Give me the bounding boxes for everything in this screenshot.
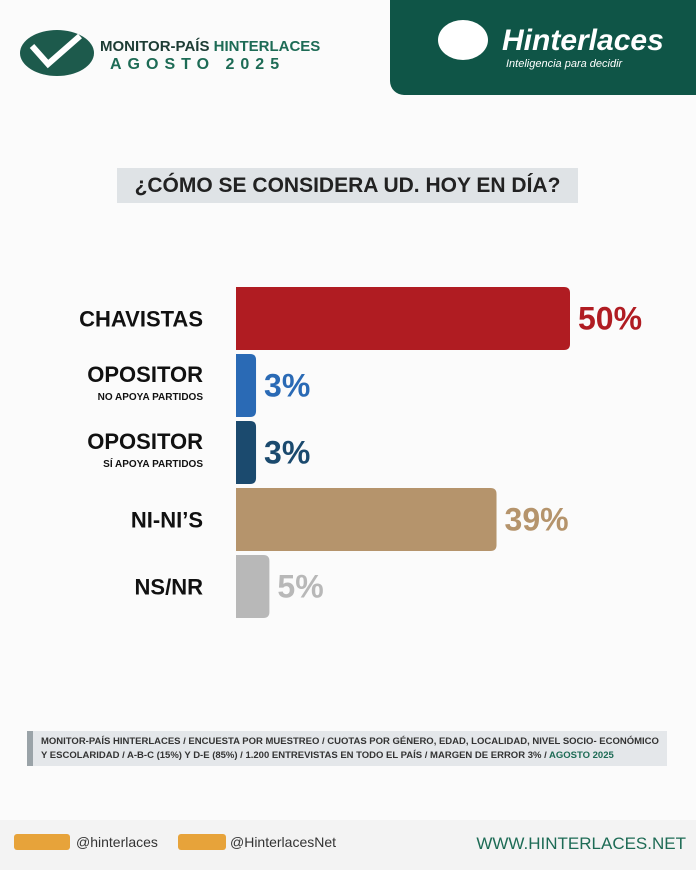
footer-bar: @hinterlaces @HinterlacesNet WWW.HINTERL…	[0, 820, 696, 870]
value-label: 5%	[277, 569, 323, 605]
footnote-date: AGOSTO 2025	[549, 750, 614, 761]
value-label: 3%	[264, 435, 310, 471]
title-part: MONITOR-PAÍS	[100, 38, 210, 55]
category-label: OPOSITOR	[87, 362, 203, 387]
bar	[236, 287, 570, 350]
value-label: 3%	[264, 368, 310, 404]
social-icons	[178, 834, 226, 850]
brand-icon	[438, 20, 488, 60]
category-label: NS/NR	[135, 575, 204, 600]
category-label: CHAVISTAS	[79, 307, 203, 332]
category-note: NO APOYA PARTIDOS	[98, 392, 204, 403]
social-handle: @HinterlacesNet	[230, 834, 337, 850]
footnote-text: MONITOR-PAÍS HINTERLACES / ENCUESTA POR …	[41, 736, 659, 761]
brand-panel: Hinterlaces Inteligencia para decidir	[390, 0, 696, 95]
header-title: MONITOR-PAÍS HINTERLACES	[100, 38, 320, 55]
title-part: HINTERLACES	[213, 38, 321, 55]
website: WWW.HINTERLACES.NET	[476, 834, 686, 853]
bar	[236, 354, 257, 417]
social-icons	[14, 834, 70, 850]
bar	[236, 421, 257, 484]
chart: 50% CHAVISTAS 3% OPOSITOR NO APOYA PARTIDOS 3…	[79, 287, 642, 618]
category-note: SÍ APOYA PARTIDOS	[103, 457, 203, 470]
brand-tagline: Inteligencia para decidir	[506, 58, 623, 70]
value-label: 39%	[505, 502, 569, 538]
brand-name: Hinterlaces	[502, 24, 664, 57]
social-handle: @hinterlaces	[76, 834, 158, 850]
bar	[236, 488, 497, 551]
category-label: NI-NI’S	[131, 508, 203, 533]
header-date: AGOSTO 2025	[110, 56, 286, 73]
bar	[236, 555, 270, 618]
footnote: MONITOR-PAÍS HINTERLACES / ENCUESTA POR …	[27, 731, 667, 766]
logo-icon	[20, 30, 94, 76]
category-label: OPOSITOR	[87, 429, 203, 454]
value-label: 50%	[578, 301, 642, 337]
chart-title: ¿CÓMO SE CONSIDERA UD. HOY EN DÍA?	[117, 168, 578, 203]
